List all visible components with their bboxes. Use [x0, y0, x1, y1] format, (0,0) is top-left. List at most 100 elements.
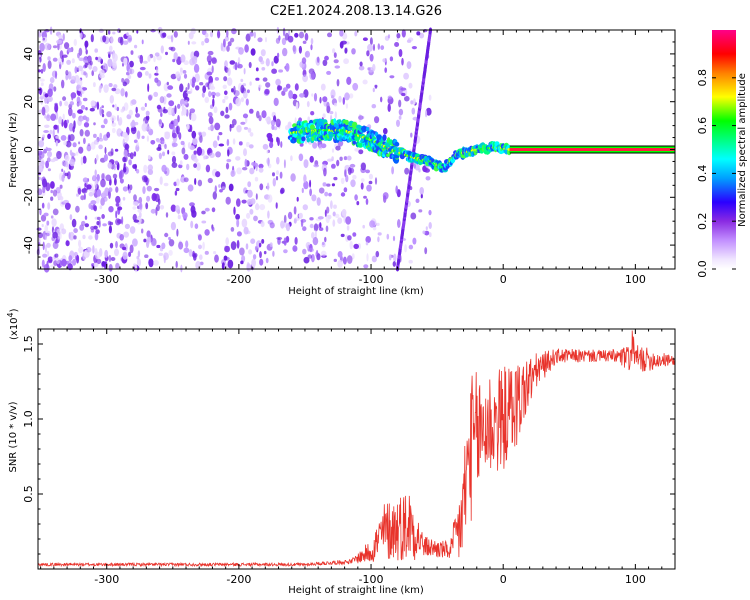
spectrogram-dot	[39, 151, 45, 159]
spectrogram-dot	[410, 212, 417, 220]
spectrogram-dot	[351, 48, 356, 55]
spectrogram-dot	[41, 202, 45, 209]
spectrogram-dot	[62, 33, 65, 41]
colorbar-tick-label: 0.6	[696, 117, 709, 135]
x-tick-label: 100	[625, 273, 646, 286]
spectrogram-dot	[413, 163, 416, 169]
spectrogram-dot	[130, 121, 136, 128]
spectrogram-dot	[58, 196, 64, 201]
spectrogram-dot	[129, 184, 133, 191]
spectrogram-dot	[192, 138, 198, 145]
spectrogram-dot	[236, 239, 240, 249]
spectrogram-dot	[204, 37, 210, 44]
spectrogram-dot	[146, 185, 152, 192]
spectrogram-dot	[304, 32, 309, 41]
spectrogram-dot	[275, 202, 278, 209]
spectrogram-dot	[292, 45, 297, 55]
spectrogram-dot	[144, 71, 149, 76]
spectrogram-dot	[36, 227, 42, 231]
spectrogram-dot	[100, 124, 105, 129]
spectrogram-dot	[93, 139, 99, 145]
spectrogram-dot	[137, 71, 143, 78]
colorbar-tick-label: 0.0	[696, 260, 709, 278]
spectrogram-dot	[50, 113, 57, 121]
spectrogram-dot	[366, 50, 370, 57]
spectrogram-dot	[275, 176, 279, 181]
spectrogram-dot	[267, 194, 273, 203]
spectrogram-dot	[368, 173, 373, 180]
spectrogram-dot	[93, 122, 96, 126]
spectrogram-dot	[218, 143, 225, 147]
spectrogram-track-dot	[382, 134, 387, 142]
spectrogram-dot	[132, 206, 137, 210]
spectrogram-dot	[269, 222, 275, 229]
spectrogram-dot	[220, 42, 224, 52]
spectrogram-dot	[285, 83, 291, 89]
spectrogram-dot	[255, 77, 260, 81]
spectrogram-dot	[236, 198, 241, 207]
x-tick-label: -300	[94, 573, 119, 586]
spectrogram-dot	[75, 205, 80, 213]
spectrogram-dot	[116, 114, 120, 122]
spectrogram-dot	[275, 78, 281, 86]
spectrogram-dot	[387, 34, 391, 39]
spectrogram-dot	[343, 58, 349, 65]
spectrogram-dot	[189, 202, 195, 207]
spectrogram-track-dot	[329, 133, 335, 137]
spectrogram-dot	[42, 63, 46, 72]
spectrogram-dot	[190, 88, 193, 94]
spectrogram-dot	[236, 231, 242, 237]
spectrogram-dot	[389, 56, 394, 62]
spectrogram-dot	[358, 149, 364, 155]
spectrogram-dot	[130, 126, 137, 135]
spectrogram-dot	[236, 125, 242, 133]
spectrogram-dot	[193, 150, 197, 155]
spectrogram-dot	[193, 50, 200, 58]
spectrogram-dot	[326, 206, 330, 214]
spectrogram-dot	[235, 156, 241, 161]
spectrogram-dot	[204, 250, 209, 255]
spectrogram-dot	[96, 189, 102, 197]
spectrogram-dot	[108, 30, 111, 35]
spectrogram-dot	[157, 26, 163, 35]
spectrogram-dot	[75, 151, 79, 156]
spectrogram-dot	[62, 96, 67, 101]
spectrogram-dot	[298, 31, 305, 39]
spectrogram-dot	[259, 183, 264, 191]
spectrogram-dot	[342, 256, 347, 265]
spectrogram-dot	[92, 66, 98, 72]
spectrogram-dot	[91, 70, 94, 77]
spectrogram-dot	[233, 206, 236, 215]
spectrogram-dot	[108, 225, 112, 234]
spectrogram-dot	[146, 195, 151, 202]
spectrogram-dot	[148, 73, 152, 79]
spectrogram-dot	[327, 32, 332, 38]
spectrogram-dot	[208, 91, 212, 98]
spectrogram-dot	[383, 127, 388, 135]
spectrogram-dot	[225, 35, 229, 42]
spectrogram-dot	[212, 95, 215, 99]
spectrogram-dot	[68, 107, 73, 117]
spectrogram-dot	[81, 87, 88, 91]
spectrogram-dot	[133, 194, 137, 202]
spectrogram-dot	[240, 97, 244, 103]
spectrogram-dot	[340, 192, 346, 197]
spectrogram-dot	[52, 128, 55, 138]
spectrogram-dot	[224, 90, 228, 96]
spectrogram-dot	[189, 108, 196, 114]
spectrogram-dot	[123, 166, 127, 173]
spectrogram-dot	[392, 261, 396, 267]
spectrogram-dot	[271, 61, 274, 67]
spectrogram-dot	[145, 202, 149, 210]
spectrogram-dot	[365, 198, 369, 206]
spectrogram-dot	[46, 242, 51, 248]
spectrogram-dot	[37, 164, 44, 173]
spectrogram-dot	[209, 152, 215, 158]
spectrogram-dot	[398, 115, 402, 120]
spectrogram-dot	[337, 251, 343, 258]
spectrogram-dot	[265, 58, 270, 67]
spectrogram-dot	[266, 182, 270, 191]
spectrogram-dot	[82, 97, 88, 102]
spectrogram-dot	[52, 208, 59, 216]
spectrogram-dot	[317, 216, 324, 220]
